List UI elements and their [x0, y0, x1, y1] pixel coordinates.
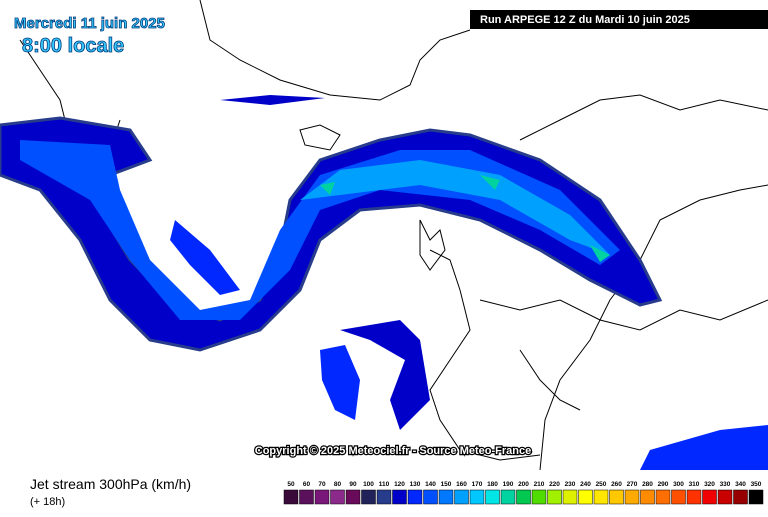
colorbar-label: 310 — [689, 481, 700, 488]
colorbar-label: 350 — [751, 481, 762, 488]
colorbar-label: 70 — [318, 481, 326, 488]
run-box — [470, 10, 768, 29]
colorbar-swatch — [531, 489, 547, 505]
colorbar-label: 120 — [394, 481, 405, 488]
colorbar-swatch — [376, 489, 392, 505]
colorbar-label: 290 — [658, 481, 669, 488]
header: Mercredi 11 juin 2025 8:00 locale Run AR… — [14, 10, 768, 57]
time-label: 8:00 locale — [22, 35, 124, 57]
colorbar-swatch — [500, 489, 516, 505]
colorbar-swatch — [640, 489, 655, 505]
copyright: Copyright © 2025 Meteociel.fr - Source M… — [255, 445, 531, 457]
colorbar-swatch — [578, 489, 593, 505]
colorbar-swatch — [361, 489, 376, 505]
colorbar-label: 100 — [363, 481, 374, 488]
colorbar-swatch — [330, 489, 345, 505]
colorbar-label: 110 — [379, 481, 390, 488]
colorbar-label: 160 — [456, 481, 467, 488]
colorbar-swatch — [485, 489, 500, 505]
colorbar-swatch — [686, 489, 702, 505]
colorbar-swatch — [655, 489, 671, 505]
colorbar-swatch — [407, 489, 423, 505]
colorbar-label: 260 — [611, 481, 622, 488]
colorbar-swatch — [717, 489, 733, 505]
colorbar-label: 200 — [518, 481, 529, 488]
legend-title: Jet stream 300hPa (km/h) — [30, 476, 191, 492]
colorbar-swatch — [671, 489, 686, 505]
colorbar-swatch — [283, 489, 299, 505]
colorbar-swatch — [624, 489, 640, 505]
colorbar-swatch — [454, 489, 469, 505]
colorbar-swatch — [748, 489, 764, 505]
colorbar-swatch — [562, 489, 578, 505]
colorbar-swatch — [547, 489, 562, 505]
jet-stream — [0, 95, 768, 470]
colorbar-swatch — [314, 489, 330, 505]
colorbar-swatch — [423, 489, 438, 505]
colorbar-label: 60 — [303, 481, 311, 488]
colorbar-label: 230 — [565, 481, 576, 488]
colorbar-swatch — [469, 489, 485, 505]
colorbar-label: 300 — [673, 481, 684, 488]
colorbar-label: 170 — [472, 481, 483, 488]
colorbar-label: 150 — [441, 481, 452, 488]
colorbar-swatch — [299, 489, 314, 505]
colorbar-label: 90 — [349, 481, 357, 488]
colorbar-swatch — [345, 489, 361, 505]
colorbar-label: 340 — [735, 481, 746, 488]
forecast-offset: (+ 18h) — [30, 496, 65, 508]
colorbar-label: 80 — [334, 481, 342, 488]
colorbar-label: 320 — [704, 481, 715, 488]
colorbar-label: 210 — [534, 481, 545, 488]
date-label: Mercredi 11 juin 2025 — [14, 15, 165, 32]
colorbar-swatch — [733, 489, 748, 505]
colorbar-swatch — [593, 489, 609, 505]
colorbar: 50 60 70 80 90 100 110 120 130 140 150 160 170 180 190… — [283, 481, 764, 505]
colorbar-label: 240 — [580, 481, 591, 488]
colorbar-swatch — [438, 489, 454, 505]
colorbar-swatch — [702, 489, 717, 505]
colorbar-label: 190 — [503, 481, 514, 488]
colorbar-swatch — [516, 489, 531, 505]
colorbar-swatch — [392, 489, 407, 505]
colorbar-label: 250 — [596, 481, 607, 488]
colorbar-swatch — [609, 489, 624, 505]
colorbar-label: 330 — [720, 481, 731, 488]
colorbar-label: 50 — [287, 481, 295, 488]
colorbar-label: 220 — [549, 481, 560, 488]
colorbar-label: 140 — [425, 481, 436, 488]
colorbar-label: 270 — [627, 481, 638, 488]
run-label: Run ARPEGE 12 Z du Mardi 10 juin 2025 — [480, 14, 690, 26]
colorbar-label: 280 — [642, 481, 653, 488]
colorbar-label: 130 — [410, 481, 421, 488]
colorbar-label: 180 — [487, 481, 498, 488]
